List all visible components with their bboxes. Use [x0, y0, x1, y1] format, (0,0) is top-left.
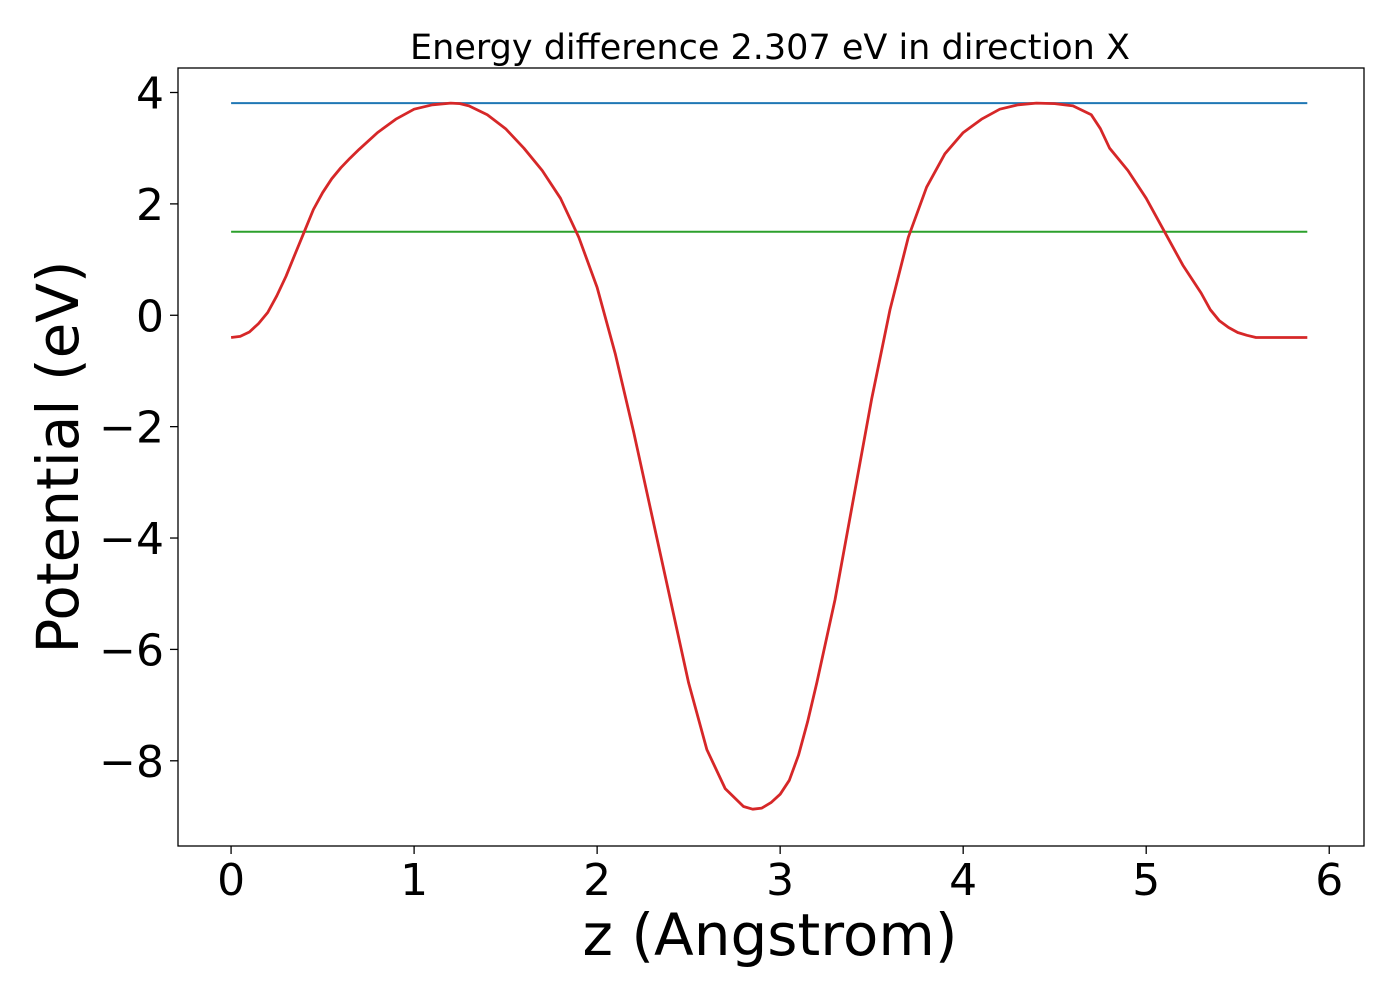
- y-axis-label: Potential (eV): [24, 260, 92, 653]
- chart-title: Energy difference 2.307 eV in direction …: [410, 28, 1130, 68]
- x-tick-label: 6: [1315, 855, 1343, 906]
- x-axis-label: z (Angstrom): [583, 901, 958, 969]
- x-tick-label: 3: [766, 855, 794, 906]
- y-tick-label: −6: [99, 625, 164, 676]
- y-axis: 4 2 0 −2 −4 −6 −8: [99, 69, 178, 788]
- axes-frame: [177, 67, 1365, 847]
- y-tick-label: 4: [136, 69, 164, 120]
- y-tick-label: 0: [136, 291, 164, 342]
- x-tick-label: 4: [949, 855, 977, 906]
- x-axis: 0 1 2 3 4 5 6: [217, 846, 1343, 906]
- x-tick-label: 5: [1132, 855, 1160, 906]
- x-tick-label: 2: [583, 855, 611, 906]
- y-tick-label: −8: [99, 737, 164, 788]
- plot-area: [230, 101, 1308, 811]
- y-tick-label: −2: [99, 403, 164, 454]
- y-tick-label: 2: [136, 180, 164, 231]
- series-line-0: [230, 101, 1308, 811]
- x-tick-label: 0: [217, 855, 245, 906]
- y-tick-label: −4: [99, 514, 164, 565]
- x-tick-label: 1: [400, 855, 428, 906]
